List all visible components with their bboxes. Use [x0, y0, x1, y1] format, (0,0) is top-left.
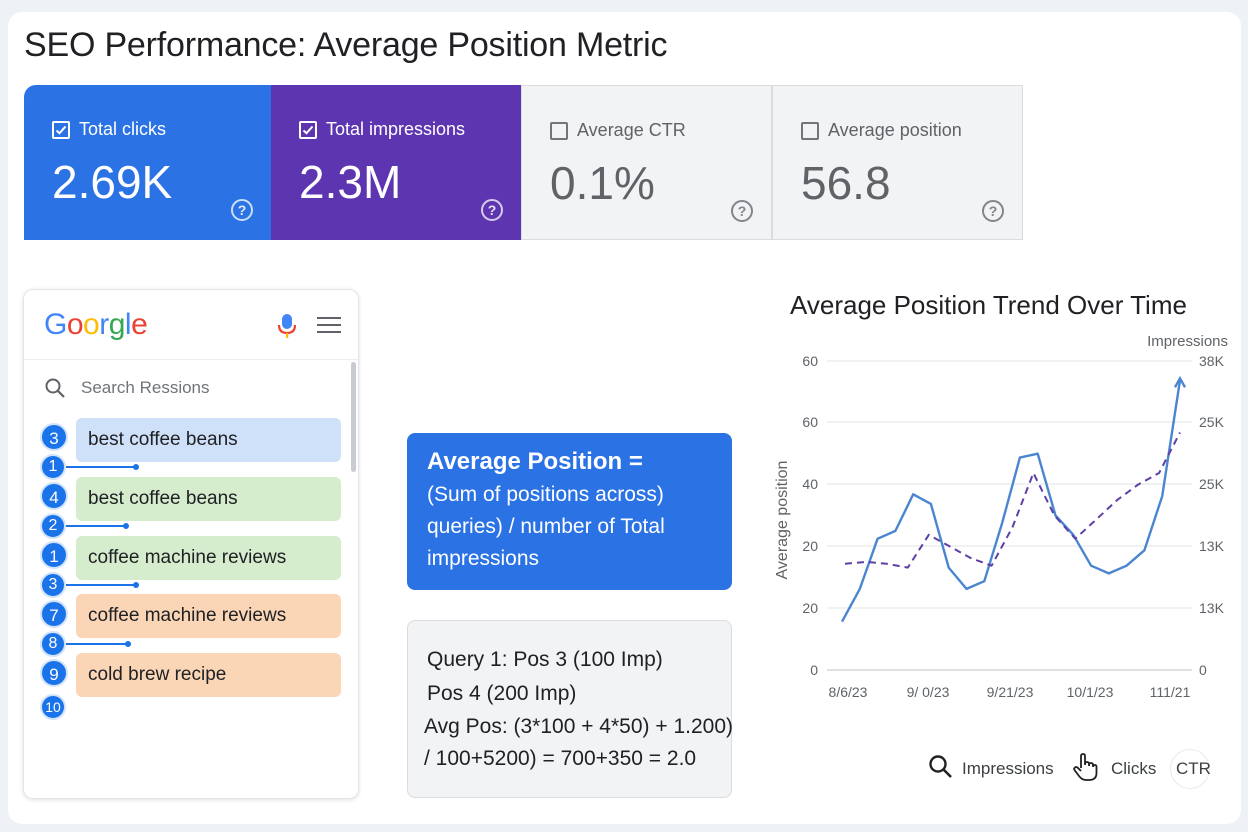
y-tick-label: 0: [810, 662, 818, 678]
search-result[interactable]: coffee machine reviews: [76, 536, 341, 580]
connector-line: [66, 582, 139, 588]
x-tick-label: 111/21: [1150, 684, 1191, 700]
search-result[interactable]: best coffee beans: [76, 477, 341, 521]
search-result[interactable]: coffee machine reviews: [76, 594, 341, 638]
metric-value: 56.8: [801, 157, 891, 209]
help-icon[interactable]: ?: [231, 199, 253, 221]
position-badge: 2: [40, 513, 66, 539]
google-logo: Goorgle: [44, 308, 148, 342]
logo-letter: l: [124, 308, 132, 341]
position-badge: 7: [40, 600, 68, 628]
position-badge: 8: [40, 631, 66, 657]
logo-letter: G: [44, 308, 67, 341]
y2-tick-label: 38K: [1199, 353, 1225, 369]
checkbox-unchecked-icon[interactable]: [550, 122, 568, 140]
series-line-solid: [840, 380, 1182, 623]
y-tick-label: 40: [802, 476, 818, 492]
help-icon[interactable]: ?: [982, 200, 1004, 222]
search-icon[interactable]: [928, 754, 954, 780]
legend-impressions[interactable]: Impressions: [962, 759, 1054, 778]
position-badge: 10: [40, 694, 66, 720]
search-icon[interactable]: [44, 377, 66, 399]
legend-ctr[interactable]: CTR: [1176, 759, 1211, 778]
help-icon[interactable]: ?: [731, 200, 753, 222]
google-search-panel: Goorgle Search Ressions best coffee bean…: [23, 289, 359, 799]
scrollbar[interactable]: [351, 362, 356, 472]
logo-letter: o: [83, 308, 100, 341]
formula-body: (Sum of positions across) queries) / num…: [427, 483, 665, 570]
metric-label: Total clicks: [79, 119, 167, 139]
connector-line: [66, 641, 131, 647]
google-header: Goorgle: [24, 290, 358, 360]
logo-letter: e: [131, 308, 148, 341]
y-axis-label: Average position: [774, 461, 791, 580]
y-tick-label: 60: [802, 353, 818, 369]
legend-clicks[interactable]: Clicks: [1111, 759, 1157, 778]
metric-card-average-position[interactable]: Average position 56.8 ?: [772, 85, 1023, 240]
x-tick-label: 8/6/23: [829, 684, 868, 700]
formula-box: Average Position = (Sum of positions acr…: [407, 433, 732, 590]
y2-axis-label: Impressions: [1147, 333, 1228, 350]
example-line: Pos 4 (200 Imp): [427, 682, 577, 705]
search-result[interactable]: cold brew recipe: [76, 653, 341, 697]
y2-tick-label: 25K: [1199, 414, 1225, 430]
checkbox-checked-icon[interactable]: [299, 121, 317, 139]
y-tick-label: 20: [802, 538, 818, 554]
logo-letter: r: [99, 308, 109, 341]
x-tick-label: 9/ 0/23: [907, 684, 950, 700]
trend-chart: 60 38K 60 25K 40 25K 20 13K 20 13K 0 0 Impressions Av…: [774, 333, 1228, 700]
position-badge: 4: [40, 482, 68, 510]
example-line: Avg Pos: (3*100 + 4*50) + 1.200): [424, 715, 733, 738]
example-line: / 100+5200) = 700+350 = 2.0: [424, 747, 697, 770]
metric-card-total-impressions[interactable]: Total impressions 2.3M ?: [271, 85, 521, 240]
chart-title: Average Position Trend Over Time: [790, 290, 1187, 320]
y2-tick-label: 13K: [1199, 600, 1225, 616]
metric-value: 0.1%: [550, 157, 655, 209]
metric-label: Average CTR: [577, 120, 686, 140]
x-tick-label: 9/21/23: [987, 684, 1034, 700]
metric-card-total-clicks[interactable]: Total clicks 2.69K ?: [24, 85, 271, 240]
position-badge: 1: [40, 454, 66, 480]
y-tick-label: 60: [802, 414, 818, 430]
y2-tick-label: 0: [1199, 662, 1207, 678]
metric-label: Total impressions: [326, 119, 466, 139]
search-result[interactable]: best coffee beans: [76, 418, 341, 462]
series-line-dashed: [844, 432, 1181, 569]
microphone-icon[interactable]: [276, 312, 298, 340]
checkbox-checked-icon[interactable]: [52, 121, 70, 139]
logo-letter: o: [66, 308, 84, 341]
x-tick-label: 10/1/23: [1067, 684, 1114, 700]
metric-value: 2.3M: [299, 156, 402, 208]
position-badge: 3: [40, 572, 66, 598]
legend-ctr-badge[interactable]: [1170, 749, 1210, 789]
connector-line: [66, 523, 129, 529]
position-badge: 3: [40, 423, 68, 451]
metric-value: 2.69K: [52, 156, 173, 208]
page-title: SEO Performance: Average Position Metric: [24, 26, 668, 64]
trend-arrow-icon: [1173, 375, 1187, 388]
example-calculation-box: Query 1: Pos 3 (100 Imp) Pos 4 (200 Imp)…: [407, 620, 733, 798]
checkbox-unchecked-icon[interactable]: [801, 122, 819, 140]
metric-card-average-ctr[interactable]: Average CTR 0.1% ?: [521, 85, 772, 240]
pointer-hand-icon[interactable]: [1072, 752, 1098, 782]
y-tick-label: 20: [802, 600, 818, 616]
position-badge: 1: [40, 541, 68, 569]
logo-letter: g: [108, 308, 126, 341]
search-input[interactable]: Search Ressions: [81, 378, 210, 397]
formula-title: Average Position =: [427, 448, 643, 475]
metric-label: Average position: [828, 120, 962, 140]
y2-tick-label: 25K: [1199, 476, 1225, 492]
connector-line: [66, 464, 139, 470]
example-line: Query 1: Pos 3 (100 Imp): [427, 648, 663, 671]
position-badge: 9: [40, 659, 68, 687]
hamburger-menu-icon[interactable]: [317, 317, 341, 335]
help-icon[interactable]: ?: [481, 199, 503, 221]
y2-tick-label: 13K: [1199, 538, 1225, 554]
